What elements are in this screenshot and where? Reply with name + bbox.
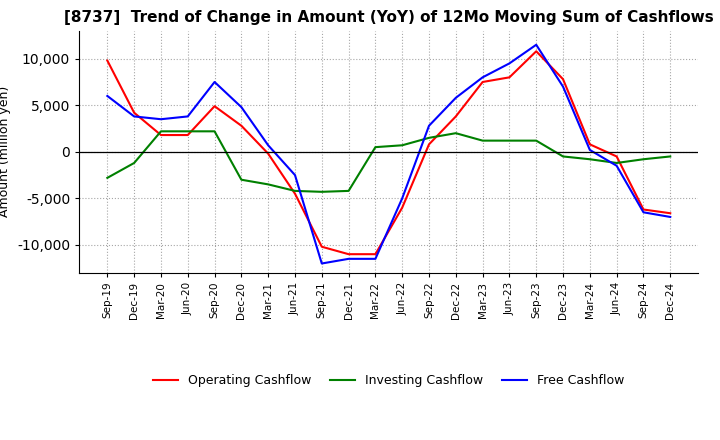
Operating Cashflow — [210, 103, 219, 109]
Operating Cashflow — [559, 77, 567, 82]
Free Cashflow — [612, 163, 621, 169]
Investing Cashflow — [184, 128, 192, 134]
Investing Cashflow — [639, 157, 648, 162]
Free Cashflow — [478, 75, 487, 80]
Line: Operating Cashflow: Operating Cashflow — [107, 51, 670, 254]
Operating Cashflow — [532, 49, 541, 54]
Investing Cashflow — [103, 175, 112, 180]
Investing Cashflow — [585, 157, 594, 162]
Free Cashflow — [639, 210, 648, 215]
Free Cashflow — [666, 214, 675, 220]
Investing Cashflow — [264, 182, 272, 187]
Free Cashflow — [451, 95, 460, 100]
Operating Cashflow — [371, 252, 379, 257]
Operating Cashflow — [184, 132, 192, 138]
Investing Cashflow — [559, 154, 567, 159]
Free Cashflow — [532, 42, 541, 48]
Operating Cashflow — [103, 58, 112, 63]
Operating Cashflow — [318, 244, 326, 249]
Investing Cashflow — [157, 128, 166, 134]
Investing Cashflow — [612, 160, 621, 165]
Investing Cashflow — [130, 160, 138, 165]
Free Cashflow — [398, 196, 407, 201]
Investing Cashflow — [237, 177, 246, 182]
Operating Cashflow — [612, 154, 621, 159]
Operating Cashflow — [398, 205, 407, 210]
Investing Cashflow — [344, 188, 353, 194]
Operating Cashflow — [451, 114, 460, 119]
Free Cashflow — [184, 114, 192, 119]
Investing Cashflow — [532, 138, 541, 143]
Operating Cashflow — [639, 207, 648, 212]
Investing Cashflow — [398, 143, 407, 148]
Operating Cashflow — [157, 132, 166, 138]
Free Cashflow — [157, 117, 166, 122]
Operating Cashflow — [291, 191, 300, 196]
Line: Investing Cashflow: Investing Cashflow — [107, 131, 670, 192]
Free Cashflow — [371, 256, 379, 261]
Investing Cashflow — [451, 131, 460, 136]
Investing Cashflow — [318, 189, 326, 194]
Operating Cashflow — [666, 211, 675, 216]
Title: [8737]  Trend of Change in Amount (YoY) of 12Mo Moving Sum of Cashflows: [8737] Trend of Change in Amount (YoY) o… — [64, 11, 714, 26]
Investing Cashflow — [478, 138, 487, 143]
Operating Cashflow — [237, 123, 246, 128]
Operating Cashflow — [505, 75, 514, 80]
Investing Cashflow — [371, 144, 379, 150]
Investing Cashflow — [291, 188, 300, 194]
Operating Cashflow — [344, 252, 353, 257]
Operating Cashflow — [264, 151, 272, 156]
Investing Cashflow — [505, 138, 514, 143]
Free Cashflow — [210, 79, 219, 84]
Free Cashflow — [425, 123, 433, 128]
Line: Free Cashflow: Free Cashflow — [107, 45, 670, 264]
Free Cashflow — [237, 104, 246, 110]
Investing Cashflow — [210, 128, 219, 134]
Investing Cashflow — [666, 154, 675, 159]
Operating Cashflow — [478, 79, 487, 84]
Free Cashflow — [559, 84, 567, 89]
Free Cashflow — [103, 93, 112, 99]
Y-axis label: Amount (million yen): Amount (million yen) — [0, 86, 12, 217]
Free Cashflow — [291, 172, 300, 178]
Free Cashflow — [264, 143, 272, 148]
Legend: Operating Cashflow, Investing Cashflow, Free Cashflow: Operating Cashflow, Investing Cashflow, … — [148, 370, 629, 392]
Operating Cashflow — [425, 142, 433, 147]
Free Cashflow — [130, 114, 138, 119]
Operating Cashflow — [585, 142, 594, 147]
Investing Cashflow — [425, 135, 433, 140]
Operating Cashflow — [130, 110, 138, 115]
Free Cashflow — [585, 147, 594, 153]
Free Cashflow — [318, 261, 326, 266]
Free Cashflow — [505, 61, 514, 66]
Free Cashflow — [344, 256, 353, 261]
